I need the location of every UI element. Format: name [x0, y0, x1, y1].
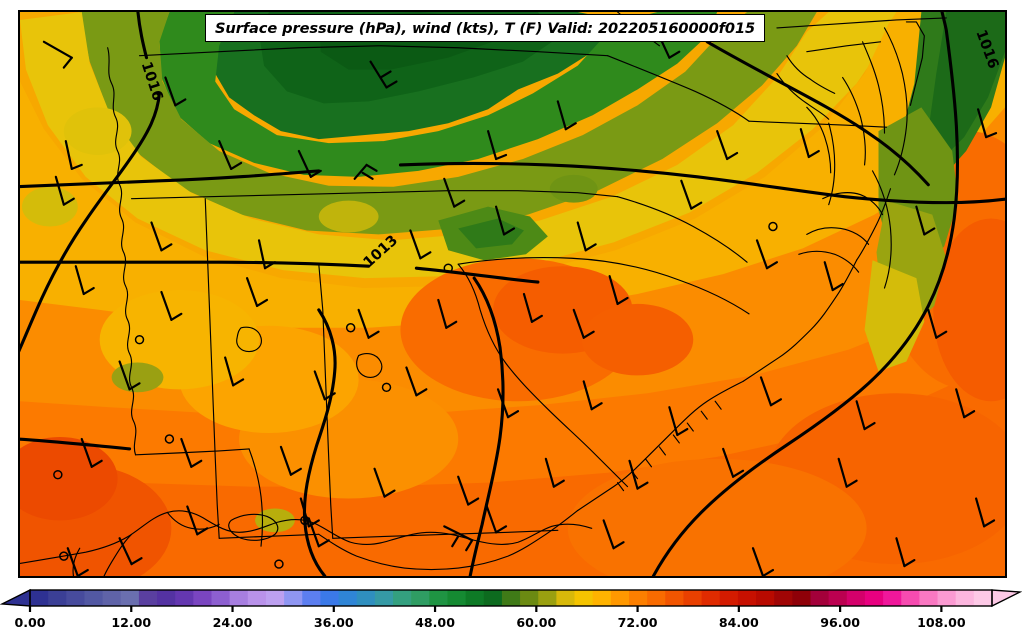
colorbar-tick-label: 36.00 [314, 615, 354, 630]
colorbar-segment [465, 590, 485, 606]
colorbar-segment [701, 590, 721, 606]
colorbar-segment [229, 590, 249, 606]
colorbar-segment [592, 590, 612, 606]
colorbar-segment [973, 590, 993, 606]
colorbar-segment [719, 590, 739, 606]
colorbar-segment [756, 590, 775, 606]
chart-title-box: Surface pressure (hPa), wind (kts), T (F… [205, 14, 766, 42]
colorbar-arrow-max [991, 589, 1022, 608]
colorbar-segment [284, 590, 303, 606]
colorbar-tick-label: 108.00 [917, 615, 966, 630]
colorbar-tick-label: 84.00 [719, 615, 759, 630]
colorbar-segment [102, 590, 122, 606]
colorbar-segment [574, 590, 594, 606]
colorbar-segment [737, 590, 757, 606]
colorbar-arrow-min [0, 588, 31, 607]
colorbar-segment [120, 590, 140, 606]
colorbar-segment [610, 590, 630, 606]
colorbar-segments [30, 590, 993, 606]
colorbar-segment [792, 590, 812, 606]
colorbar-segment [520, 590, 539, 606]
colorbar-segment [157, 590, 176, 606]
colorbar-tick-label: 0.00 [14, 615, 45, 630]
colorbar-segment [30, 590, 49, 606]
map-plot-area: 1016 1013 1016 Surface pressure (hPa), w… [18, 10, 1007, 578]
colorbar-segment [265, 590, 285, 606]
colorbar-tick-label: 96.00 [820, 615, 860, 630]
colorbar-segment [48, 590, 67, 606]
colorbar-segment [501, 590, 521, 606]
colorbar-segment [919, 590, 939, 606]
colorbar-segment [937, 590, 957, 606]
colorbar-segment [429, 590, 449, 606]
colorbar-segment [483, 590, 503, 606]
colorbar-segment [901, 590, 920, 606]
colorbar-segment [393, 590, 412, 606]
colorbar-segment [356, 590, 376, 606]
colorbar-segment [538, 590, 557, 606]
colorbar: 0.00 12.00 24.00 36.00 48.00 60.00 72.00 84.00 9… [0, 588, 1022, 633]
colorbar-segment [175, 590, 194, 606]
colorbar-segment [447, 590, 467, 606]
colorbar-tick-label: 72.00 [618, 615, 658, 630]
colorbar-segment [374, 590, 394, 606]
colorbar-segment [665, 590, 685, 606]
colorbar-segment [320, 590, 340, 606]
chart-title: Surface pressure (hPa), wind (kts), T (F… [215, 20, 756, 37]
colorbar-segment [955, 590, 975, 606]
colorbar-segment [864, 590, 884, 606]
colorbar-segment [846, 590, 866, 606]
colorbar-segment [647, 590, 666, 606]
colorbar-segment [211, 590, 231, 606]
colorbar-segment [883, 590, 902, 606]
colorbar-ticks [28, 606, 943, 612]
colorbar-segment [338, 590, 358, 606]
colorbar-tick-labels: 0.00 12.00 24.00 36.00 48.00 60.00 72.00 84.00 9… [14, 615, 965, 630]
colorbar-tick-label: 12.00 [111, 615, 151, 630]
colorbar-segment [302, 590, 322, 606]
colorbar-segment [193, 590, 213, 606]
colorbar-segment [411, 590, 430, 606]
colorbar-segment [556, 590, 576, 606]
colorbar-segment [84, 590, 104, 606]
colorbar-tick-label: 60.00 [516, 615, 556, 630]
colorbar-segment [810, 590, 830, 606]
colorbar-segment [774, 590, 793, 606]
colorbar-segment [683, 590, 703, 606]
colorbar-tick-label: 48.00 [415, 615, 455, 630]
colorbar-tick-label: 24.00 [213, 615, 253, 630]
colorbar-segment [628, 590, 648, 606]
colorbar-segment [828, 590, 848, 606]
colorbar-frame [29, 589, 993, 607]
colorbar-segment [138, 590, 158, 606]
temperature-heatmap-field: 1016 1013 1016 [20, 12, 1005, 576]
colorbar-segment [247, 590, 267, 606]
colorbar-segment [66, 590, 86, 606]
